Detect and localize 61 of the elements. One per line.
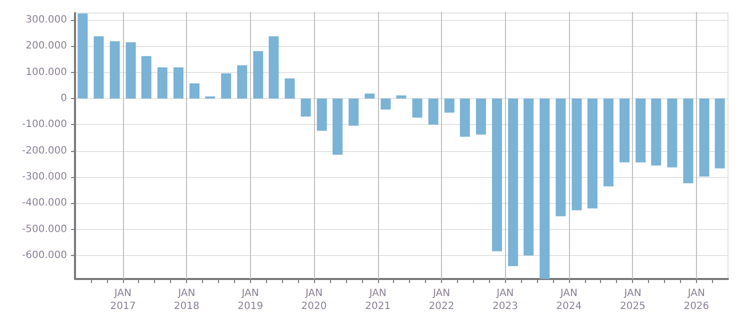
x-tick-label: JAN 2017 [110, 288, 136, 312]
bar [636, 98, 646, 162]
y-tick-label: -200.000 [22, 145, 67, 156]
bar [412, 98, 422, 118]
bar [699, 98, 710, 176]
y-tick-label: 200.000 [26, 40, 67, 52]
x-tick-label: JAN 2025 [620, 288, 646, 312]
bar [221, 73, 232, 99]
bar [714, 98, 725, 168]
y-tick-label: -600.000 [22, 250, 67, 261]
x-tick-label: JAN 2024 [556, 288, 582, 312]
bar [524, 98, 534, 256]
y-tick-label: 100.000 [26, 66, 67, 78]
y-tick-label: -300.000 [22, 171, 67, 182]
y-tick-label: -400.000 [22, 198, 67, 209]
bar [492, 98, 502, 252]
x-tick-label: JAN 2023 [492, 288, 518, 312]
bar [141, 56, 152, 99]
bar [667, 98, 678, 168]
bar [268, 36, 279, 99]
bar [460, 98, 470, 137]
bar [126, 42, 136, 99]
bar [190, 83, 200, 99]
bar [284, 78, 295, 99]
bar [428, 98, 438, 125]
y-tick-label: -500.000 [22, 224, 67, 235]
bar [316, 98, 327, 131]
bar [157, 67, 168, 99]
bar [540, 98, 550, 279]
bar [94, 36, 104, 99]
x-tick-label: JAN 2026 [684, 288, 710, 312]
bar [332, 98, 343, 155]
bar [396, 95, 406, 99]
bar [603, 98, 614, 186]
x-tick-label: JAN 2022 [428, 288, 454, 312]
x-tick-label: JAN 2018 [174, 288, 200, 312]
x-tick-label: JAN 2019 [238, 288, 264, 312]
bar [651, 98, 662, 166]
bar [237, 65, 248, 99]
y-tick-label: -100.000 [22, 119, 67, 130]
bar [587, 98, 598, 208]
bar [476, 98, 486, 135]
bar [110, 41, 120, 99]
bar [508, 98, 518, 266]
bar [380, 98, 391, 110]
bar [620, 98, 630, 162]
bar [364, 94, 375, 99]
bar [556, 98, 566, 216]
bar [444, 98, 454, 113]
bar [78, 14, 88, 99]
y-tick-label: 300.000 [26, 14, 67, 26]
bar [253, 51, 264, 99]
x-tick-label: JAN 2020 [301, 288, 327, 312]
bar [572, 98, 582, 210]
bar [683, 98, 694, 184]
bar [205, 96, 216, 99]
x-tick-label: JAN 2021 [365, 288, 391, 312]
bar [173, 67, 184, 99]
bar [348, 98, 359, 126]
y-tick-label: 0 [60, 93, 67, 104]
bar [300, 98, 311, 117]
